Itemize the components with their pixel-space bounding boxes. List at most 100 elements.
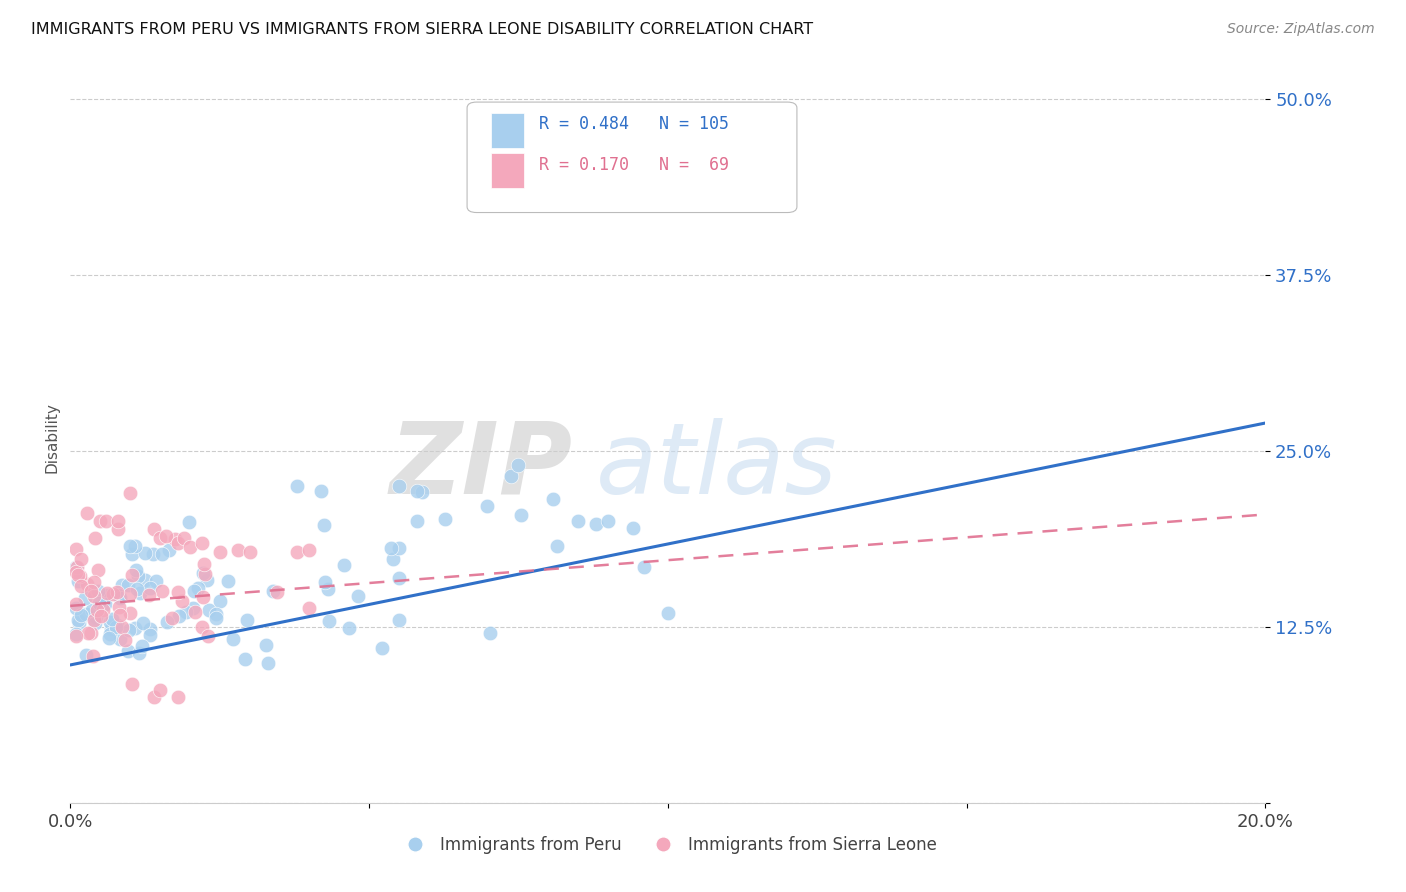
Point <box>621 520 644 534</box>
Point <box>197 603 219 617</box>
Point <box>371 640 394 655</box>
Point <box>318 614 340 628</box>
Point <box>166 535 188 549</box>
Point <box>69 569 91 583</box>
Point <box>114 632 136 647</box>
Point <box>266 584 288 599</box>
Point <box>125 563 148 577</box>
Point <box>104 620 127 634</box>
Point <box>86 602 108 616</box>
Point <box>94 597 117 611</box>
Point <box>167 584 190 599</box>
Point <box>174 605 197 619</box>
Point <box>124 621 146 635</box>
Point <box>205 611 228 625</box>
Point <box>143 690 166 705</box>
Point <box>298 542 321 557</box>
Point <box>183 584 205 599</box>
Point <box>179 540 201 554</box>
Point <box>287 479 309 493</box>
Point <box>83 574 105 589</box>
Point <box>87 563 110 577</box>
Point <box>117 578 139 592</box>
Point <box>66 567 89 582</box>
Point <box>499 468 522 483</box>
Point <box>121 568 143 582</box>
Point <box>204 607 226 622</box>
Point <box>298 601 321 615</box>
Point <box>132 615 155 630</box>
Point <box>127 569 149 583</box>
Point <box>222 632 245 646</box>
Point <box>254 638 277 652</box>
Point <box>217 574 239 588</box>
Point <box>83 532 105 546</box>
Point <box>337 621 360 635</box>
Point <box>108 599 131 614</box>
Point <box>120 486 141 500</box>
Point <box>287 545 309 559</box>
Point <box>75 648 97 662</box>
Point <box>118 606 141 620</box>
Point <box>76 576 98 591</box>
Point <box>69 579 91 593</box>
Point <box>118 623 141 637</box>
Point <box>138 589 160 603</box>
Point <box>479 625 502 640</box>
Point <box>139 628 162 642</box>
Point <box>475 499 498 513</box>
Text: ZIP: ZIP <box>389 417 572 515</box>
Point <box>190 620 212 634</box>
Point <box>388 613 411 627</box>
Text: IMMIGRANTS FROM PERU VS IMMIGRANTS FROM SIERRA LEONE DISABILITY CORRELATION CHAR: IMMIGRANTS FROM PERU VS IMMIGRANTS FROM … <box>31 22 813 37</box>
Point <box>181 601 204 615</box>
Point <box>257 656 280 670</box>
Point <box>120 539 142 553</box>
Point <box>150 583 173 598</box>
Point <box>84 610 107 624</box>
Point <box>65 629 87 643</box>
Point <box>65 627 87 641</box>
Point <box>80 603 103 617</box>
Point <box>105 617 128 632</box>
Point <box>98 615 121 629</box>
Point <box>65 597 87 611</box>
Point <box>388 541 411 555</box>
Point <box>90 609 112 624</box>
Text: R = 0.484   N = 105: R = 0.484 N = 105 <box>538 115 728 133</box>
Point <box>75 591 97 606</box>
Point <box>107 521 129 535</box>
Point <box>97 632 120 646</box>
Point <box>262 583 284 598</box>
Bar <box>491 153 524 188</box>
Point <box>235 652 257 666</box>
Point <box>567 515 589 529</box>
Point <box>84 615 107 630</box>
Point <box>66 574 89 588</box>
Point <box>166 690 188 705</box>
Point <box>108 588 131 602</box>
Point <box>316 582 339 596</box>
Point <box>80 625 103 640</box>
Point <box>406 483 429 498</box>
Point <box>65 565 87 579</box>
Point <box>194 566 217 581</box>
Point <box>100 622 122 636</box>
Point <box>65 559 87 574</box>
Point <box>150 547 173 561</box>
Point <box>191 535 214 549</box>
Point <box>124 540 146 554</box>
FancyBboxPatch shape <box>467 102 797 212</box>
Point <box>75 607 97 621</box>
Point <box>314 575 336 590</box>
Point <box>65 541 87 556</box>
Point <box>406 515 429 529</box>
Y-axis label: Disability: Disability <box>44 401 59 473</box>
Point <box>145 574 167 588</box>
Point <box>149 683 172 698</box>
Point <box>110 632 132 646</box>
Point <box>193 566 215 580</box>
Point <box>107 515 129 529</box>
Point <box>117 644 139 658</box>
Point <box>380 541 402 556</box>
